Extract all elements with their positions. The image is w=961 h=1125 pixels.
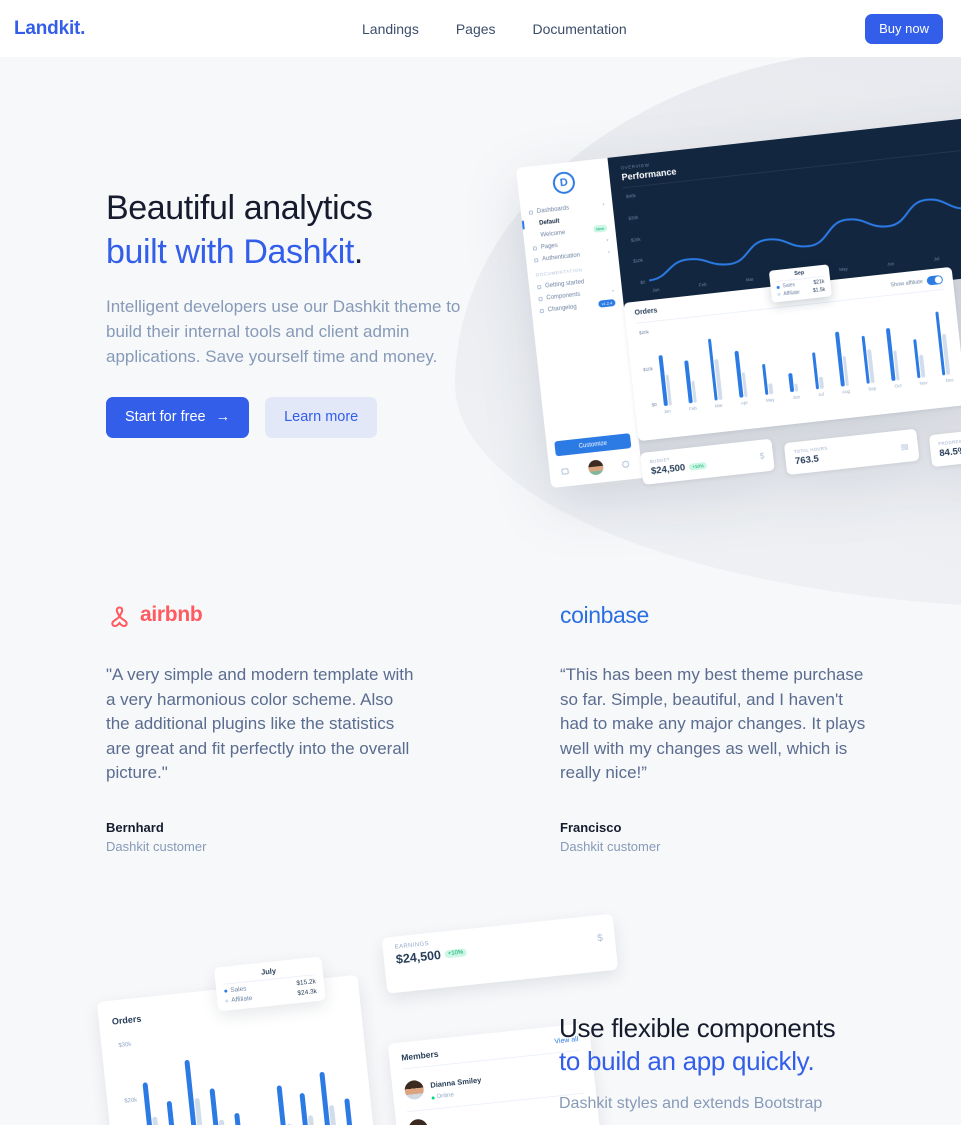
members-title: Members	[400, 1048, 439, 1063]
bell-icon	[621, 460, 630, 469]
member-name: Dianna Smiley	[429, 1075, 482, 1090]
online-dot	[431, 1095, 435, 1100]
chevron-down-icon: ▾	[602, 201, 605, 207]
preview-orders-title: Orders	[111, 1013, 142, 1027]
bottom-description: Dashkit styles and extends Bootstrap	[559, 1095, 823, 1112]
testimonial-role: Dashkit customer	[106, 838, 207, 854]
chevron-down-icon: ▾	[607, 249, 611, 255]
version-badge: v1.2.4	[598, 298, 616, 308]
member-avatar	[407, 1118, 429, 1125]
testimonial-name: Francisco	[560, 819, 622, 835]
affiliate-dot	[777, 292, 781, 297]
earnings-badge: +10%	[444, 948, 467, 959]
testimonial-quote: "A very simple and modern template with …	[106, 665, 414, 782]
grid-icon	[538, 296, 543, 301]
list-icon	[539, 308, 545, 313]
airbnb-wordmark: airbnb	[140, 603, 203, 626]
mock-main: OVERVIEW Performance EARNINGS$19.2kSESSI…	[607, 95, 961, 485]
landkit-logo[interactable]: Landkit.	[14, 17, 86, 39]
sales-dot	[776, 285, 780, 289]
testimonial-name: Bernhard	[106, 819, 164, 835]
affiliate-dot	[225, 998, 229, 1003]
show-affiliate-toggle	[926, 274, 944, 286]
hero-title: Beautiful analytics built with Dashkit.	[106, 189, 373, 271]
hero-description: Intelligent developers use our Dashkit t…	[106, 297, 461, 366]
nav-landings[interactable]: Landings	[362, 20, 419, 37]
bottom-heading: Use flexible components to build an app …	[559, 1013, 836, 1076]
orders-title: Orders	[634, 307, 658, 317]
user-avatar	[587, 459, 604, 476]
learn-more-button[interactable]: Learn more	[265, 396, 378, 438]
dollar-icon: $	[596, 932, 604, 944]
testimonial-quote: “This has been my best theme purchase so…	[560, 665, 866, 782]
dashboard-screenshot: D Dashboards ▾ Default Welcome New Pages ▾ …	[516, 95, 961, 495]
arrow-right-icon: →	[215, 409, 231, 426]
chevron-down-icon: ▾	[606, 237, 609, 243]
bottom-copy: Use flexible components to build an app …	[559, 1012, 929, 1113]
orders-tooltip: Sep Sales $21k Affiliate $1.5k	[768, 264, 832, 303]
nav-documentation[interactable]: Documentation	[532, 20, 627, 37]
testimonial-coinbase: coinbase “This has been my best theme pu…	[560, 595, 890, 854]
chevron-down-icon: ▾	[611, 287, 615, 294]
nav-pages[interactable]: Pages	[455, 20, 496, 37]
buy-now-button[interactable]: Buy now	[865, 13, 943, 44]
sidebar-footer	[557, 456, 634, 479]
file-icon	[532, 245, 538, 251]
chat-icon	[561, 467, 569, 475]
start-for-free-button[interactable]: Start for free →	[106, 396, 250, 438]
show-affiliate-label: Show affiliate	[890, 278, 924, 289]
earnings-value: $24,500	[395, 947, 442, 967]
clipboard-icon: ▤	[900, 441, 909, 451]
airbnb-logo-icon	[111, 605, 128, 627]
new-badge: New	[592, 224, 608, 233]
preview-bars	[136, 1019, 363, 1125]
dollar-icon: $	[759, 451, 765, 461]
member-avatar	[403, 1078, 425, 1100]
components-screenshot: Orders $30k$20k$10k July Sales$15.2k Aff…	[88, 913, 637, 1125]
book-icon	[536, 284, 542, 289]
lock-icon	[533, 257, 539, 263]
preview-earnings-card: EARNINGS $24,500 +10% $	[381, 913, 619, 994]
hero-copy: Beautiful analytics built with Dashkit. …	[106, 186, 506, 438]
main-nav: Landings Pages Documentation	[362, 21, 627, 37]
performance-line	[639, 135, 961, 284]
testimonial-role: Dashkit customer	[560, 838, 661, 854]
mock-sidebar-menu: Dashboards ▾ Default Welcome New Pages ▾ Au…	[528, 199, 616, 317]
member-status: Online	[436, 1092, 455, 1101]
top-navbar: Landkit. Landings Pages Documentation Bu…	[0, 0, 961, 57]
sales-dot	[224, 989, 228, 993]
customize-button: Customize	[554, 433, 632, 457]
hero-buttons: Start for free → Learn more	[106, 396, 506, 438]
performance-chart: $40k $30k $20k $10k $0	[624, 135, 961, 286]
coinbase-wordmark: coinbase	[560, 601, 649, 628]
testimonial-airbnb: airbnb "A very simple and modern templat…	[106, 595, 436, 854]
performance-panel: OVERVIEW Performance EARNINGS$19.2kSESSI…	[607, 95, 961, 316]
dashboard-icon	[528, 209, 534, 215]
dashkit-logo-icon: D	[551, 170, 577, 195]
